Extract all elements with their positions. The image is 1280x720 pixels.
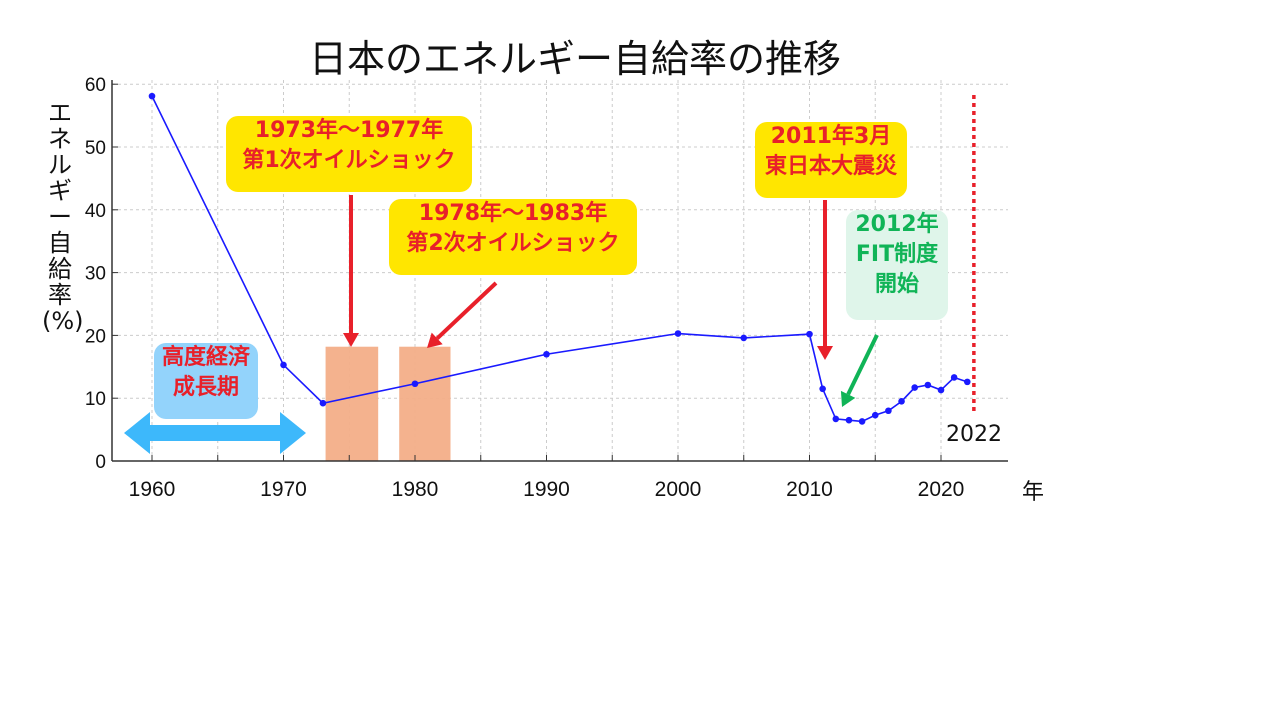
- fit-year: 2012年: [855, 212, 939, 237]
- y-axis-label: エネルギー自給率(%): [42, 99, 84, 335]
- data-point: [280, 361, 287, 369]
- oil-shock-2-label: 第2次オイルショック: [406, 231, 620, 256]
- fit-label: FIT制度: [855, 242, 939, 267]
- x-tick-label: 2010: [786, 478, 833, 501]
- fit-annotation: 2012年 FIT制度 開始: [846, 210, 948, 320]
- growth-period-annotation: 高度経済 成長期: [154, 343, 258, 419]
- earthquake-arrow-head: [817, 346, 833, 360]
- data-point: [964, 378, 971, 386]
- oil-shock-1-arrow-head: [343, 333, 359, 347]
- data-point: [740, 334, 748, 342]
- oil-shock-1-period: 1973年〜1977年: [254, 118, 444, 143]
- data-point: [845, 416, 853, 424]
- y-tick-label: 0: [95, 452, 106, 473]
- earthquake-date: 2011年3月: [770, 124, 892, 149]
- data-point: [871, 411, 879, 419]
- y-tick-label: 40: [85, 201, 106, 222]
- data-point: [148, 92, 156, 100]
- data-point: [898, 398, 905, 405]
- data-point: [832, 415, 840, 423]
- earthquake-annotation: 2011年3月 東日本大震災: [755, 122, 907, 198]
- chart-title: 日本のエネルギー自給率の推移: [308, 37, 841, 81]
- oil-shock-period-bar: [399, 346, 451, 461]
- marker-line-label: 2022: [946, 422, 1002, 447]
- growth-label-1: 高度経済: [161, 345, 250, 370]
- growth-label-2: 成長期: [172, 375, 239, 400]
- data-point: [885, 407, 892, 415]
- x-tick-label: 1970: [260, 478, 307, 501]
- x-tick-label: 1960: [129, 478, 176, 501]
- data-point: [543, 350, 550, 358]
- data-point: [806, 330, 813, 338]
- oil-shock-2-arrow-shaft: [435, 281, 498, 340]
- data-point: [950, 374, 958, 381]
- fit-start: 開始: [874, 272, 919, 297]
- oil-shock-2-period: 1978年〜1983年: [418, 201, 608, 226]
- oil-shock-2-annotation: 1978年〜1983年 第2次オイルショック: [389, 199, 637, 275]
- data-point: [819, 385, 826, 393]
- data-point: [911, 384, 918, 391]
- data-point: [319, 399, 327, 407]
- y-tick-label: 60: [85, 75, 106, 96]
- x-tick-label: 2020: [918, 478, 965, 501]
- y-tick-label: 30: [85, 264, 106, 285]
- x-tick-label: 1980: [392, 478, 439, 501]
- data-point: [674, 330, 682, 337]
- data-point: [937, 386, 945, 394]
- data-point: [411, 380, 419, 388]
- oil-shock-2-arrow-head: [427, 332, 443, 348]
- x-axis-label: 年: [1022, 480, 1045, 505]
- growth-period-double-arrow: [124, 412, 306, 454]
- y-tick-label: 50: [85, 138, 106, 159]
- y-tick-label: 10: [85, 389, 106, 410]
- y-tick-label: 20: [85, 326, 106, 347]
- fit-arrow-head: [840, 390, 856, 407]
- oil-shock-period-bar: [325, 346, 379, 461]
- oil-shock-1-annotation: 1973年〜1977年 第1次オイルショック: [226, 116, 472, 192]
- data-point: [924, 381, 932, 389]
- fit-arrow-shaft: [846, 334, 879, 396]
- x-tick-label: 1990: [523, 478, 570, 501]
- x-tick-label: 2000: [655, 478, 702, 501]
- earthquake-label: 東日本大震災: [764, 154, 897, 179]
- data-point: [858, 418, 866, 425]
- oil-shock-1-label: 第1次オイルショック: [242, 148, 456, 173]
